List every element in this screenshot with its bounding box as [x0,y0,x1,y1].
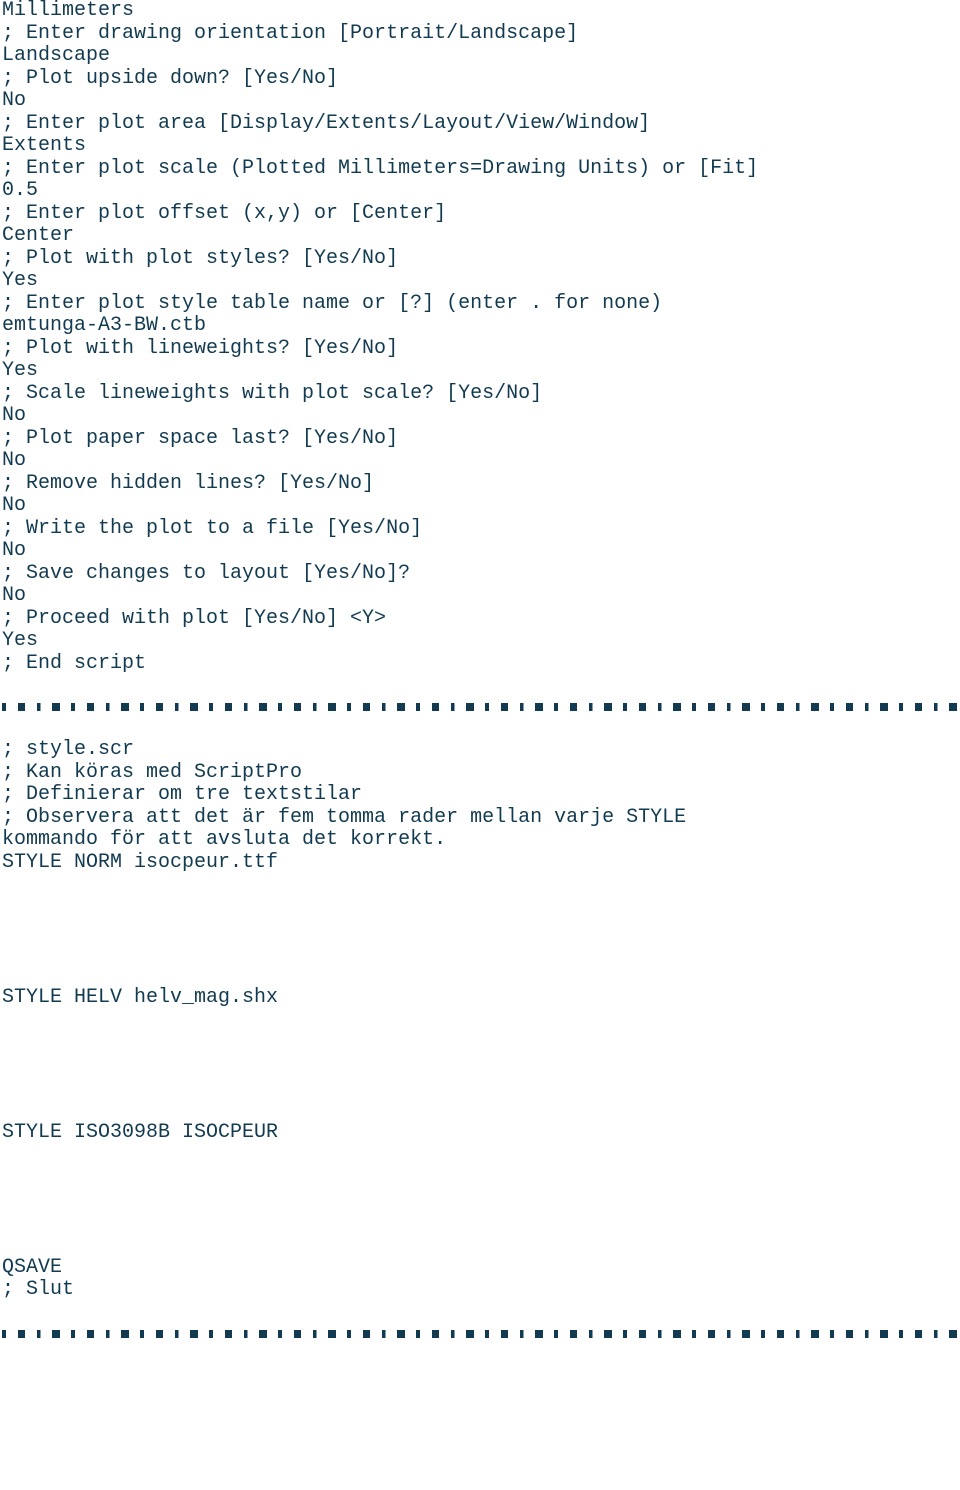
section-divider-1 [2,703,958,711]
section-divider-2 [2,1330,958,1338]
plot-script-block: Millimeters ; Enter drawing orientation … [2,0,960,675]
style-script-block: ; style.scr ; Kan köras med ScriptPro ; … [2,739,960,1302]
